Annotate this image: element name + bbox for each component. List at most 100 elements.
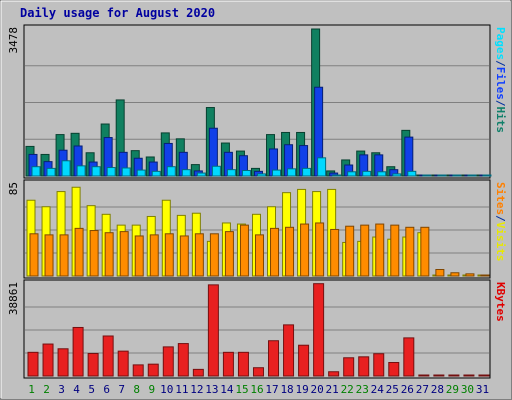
- day-label-4: 4: [73, 383, 80, 396]
- day-label-23: 23: [356, 383, 369, 396]
- bar-kbytes-day-22: [343, 357, 355, 377]
- bar-kbytes-day-15: [237, 351, 249, 377]
- day-label-12: 12: [190, 383, 203, 396]
- bar-sites-day-26: [405, 226, 415, 277]
- side-label-part: KBytes: [494, 282, 507, 322]
- bar-pages-day-11: [181, 169, 191, 177]
- side-label-part: Sites: [494, 182, 507, 215]
- day-label-13: 13: [205, 383, 218, 396]
- bar-sites-day-5: [89, 230, 99, 277]
- bar-kbytes-day-7: [117, 350, 129, 377]
- bar-kbytes-day-4: [72, 326, 84, 377]
- bar-pages-day-19: [302, 167, 312, 177]
- panel-hits-files-pages: 3478 Pages/Files/Hits: [7, 24, 507, 179]
- bar-kbytes-day-19: [298, 344, 310, 377]
- bar-pages-day-25: [392, 173, 402, 177]
- bar-sites-day-25: [390, 224, 400, 277]
- bar-sites-day-28: [435, 269, 445, 277]
- bar-sites-day-27: [420, 226, 430, 277]
- side-label-part: Pages: [494, 27, 507, 60]
- bar-kbytes-day-30: [463, 374, 475, 377]
- bar-sites-day-22: [345, 225, 355, 277]
- bar-pages-day-15: [241, 170, 251, 177]
- panel-max-label: 85: [7, 182, 20, 195]
- panel-kbytes: 38861 KBytes: [7, 279, 507, 379]
- panel-max-label: 38861: [7, 282, 20, 315]
- side-label-part: Files: [494, 67, 507, 100]
- bar-pages-day-14: [226, 169, 236, 177]
- bar-sites-day-2: [44, 234, 54, 277]
- bar-sites-day-1: [29, 233, 39, 277]
- chart-title: Daily usage for August 2020: [20, 6, 215, 20]
- bar-sites-day-15: [239, 224, 249, 277]
- panel-max-label: 3478: [7, 27, 20, 54]
- panel-side-label: Pages/Files/Hits: [494, 27, 507, 133]
- day-label-29: 29: [446, 383, 459, 396]
- bar-kbytes-day-11: [177, 343, 189, 377]
- bar-kbytes-day-18: [283, 324, 295, 377]
- day-label-5: 5: [88, 383, 95, 396]
- bar-pages-day-9: [151, 170, 161, 177]
- bar-pages-day-1: [31, 166, 41, 177]
- bar-sites-day-11: [179, 235, 189, 277]
- bar-kbytes-day-24: [373, 353, 385, 377]
- bar-sites-day-17: [270, 227, 280, 277]
- bar-sites-day-9: [149, 234, 159, 277]
- day-label-28: 28: [431, 383, 444, 396]
- side-label-part: /: [494, 215, 507, 222]
- day-label-9: 9: [148, 383, 155, 396]
- day-label-10: 10: [160, 383, 173, 396]
- bar-pages-day-27: [422, 174, 432, 177]
- bar-pages-day-16: [256, 173, 266, 177]
- bar-sites-day-21: [330, 228, 340, 277]
- day-label-16: 16: [250, 383, 263, 396]
- bar-sites-day-20: [315, 222, 325, 277]
- day-label-1: 1: [28, 383, 35, 396]
- day-label-11: 11: [175, 383, 188, 396]
- bar-pages-day-31: [482, 174, 492, 177]
- day-label-26: 26: [401, 383, 414, 396]
- bar-kbytes-day-9: [147, 363, 159, 377]
- bar-kbytes-day-10: [162, 346, 174, 377]
- day-label-31: 31: [476, 383, 489, 396]
- bar-sites-day-19: [300, 223, 310, 277]
- day-label-7: 7: [118, 383, 125, 396]
- day-label-17: 17: [265, 383, 278, 396]
- side-label-part: Hits: [494, 107, 507, 134]
- bar-kbytes-day-14: [222, 351, 234, 377]
- bar-pages-day-21: [332, 174, 342, 177]
- bar-pages-day-26: [407, 170, 417, 177]
- bar-kbytes-day-3: [57, 348, 69, 377]
- bar-kbytes-day-16: [252, 367, 264, 377]
- x-axis-labels: 1 2 3 4 5 6 7 8 9 10 11 12 13 14 15 16 17 18 19 20 21 22 23 24 2…: [28, 383, 489, 396]
- bar-sites-day-7: [119, 231, 129, 277]
- bar-sites-day-3: [59, 234, 69, 277]
- side-label-part: /: [494, 60, 507, 67]
- bar-pages-day-3: [61, 160, 71, 177]
- day-label-15: 15: [235, 383, 248, 396]
- bar-sites-day-18: [285, 226, 295, 277]
- bar-kbytes-day-13: [207, 284, 219, 377]
- bar-kbytes-day-23: [358, 356, 370, 377]
- bar-kbytes-day-25: [388, 362, 400, 377]
- bar-pages-day-18: [287, 168, 297, 177]
- bar-kbytes-day-8: [132, 364, 144, 377]
- day-label-19: 19: [295, 383, 308, 396]
- bar-pages-day-22: [347, 171, 357, 177]
- day-label-25: 25: [386, 383, 399, 396]
- day-label-14: 14: [220, 383, 234, 396]
- bar-pages-day-24: [377, 171, 387, 177]
- bar-sites-day-16: [254, 234, 264, 277]
- bar-kbytes-day-28: [433, 374, 445, 377]
- day-label-24: 24: [371, 383, 385, 396]
- bar-kbytes-day-21: [328, 371, 340, 377]
- bar-kbytes-day-20: [313, 283, 325, 377]
- panel-side-label: KBytes: [494, 282, 507, 322]
- bar-sites-day-12: [194, 233, 204, 277]
- panel-visits-sites: 85 Sites/Visits: [7, 179, 507, 279]
- bar-pages-day-20: [317, 157, 327, 177]
- bar-sites-day-6: [104, 232, 114, 277]
- bar-pages-day-5: [91, 166, 101, 177]
- bar-pages-day-28: [437, 174, 447, 177]
